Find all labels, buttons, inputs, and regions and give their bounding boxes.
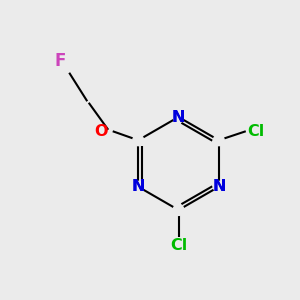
Circle shape (133, 135, 144, 146)
Circle shape (173, 205, 184, 215)
Circle shape (133, 181, 144, 192)
Text: N: N (172, 110, 185, 124)
Text: O: O (95, 124, 108, 139)
Text: F: F (55, 52, 66, 70)
Text: N: N (172, 110, 185, 124)
Text: N: N (131, 179, 145, 194)
Circle shape (173, 112, 184, 122)
Circle shape (213, 181, 224, 192)
Text: Cl: Cl (170, 238, 187, 253)
Text: N: N (131, 179, 145, 194)
Circle shape (213, 135, 224, 146)
Text: N: N (212, 179, 226, 194)
Text: Cl: Cl (247, 124, 265, 139)
Text: N: N (212, 179, 226, 194)
